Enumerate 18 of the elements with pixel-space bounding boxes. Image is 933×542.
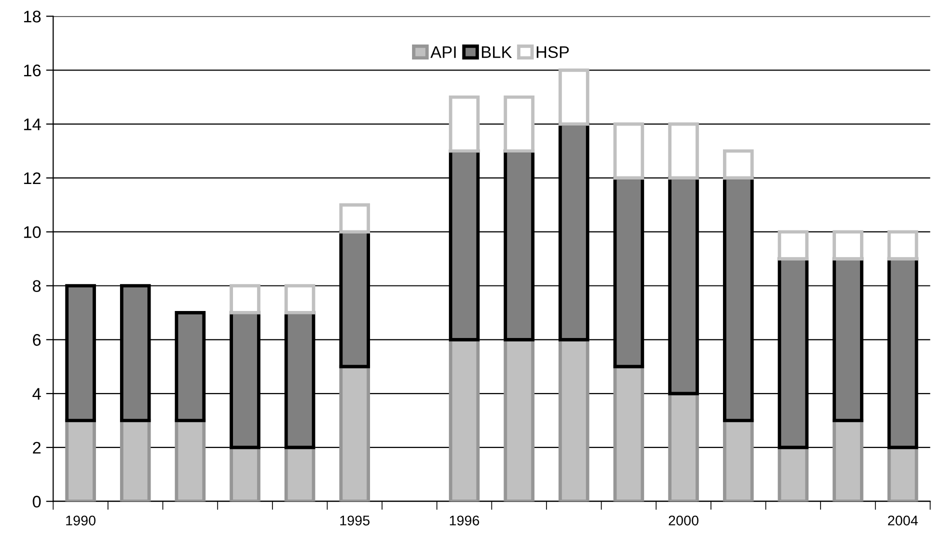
y-tick-label: 16 [24, 64, 41, 76]
legend-label: API [430, 46, 456, 58]
y-tick-label: 10 [24, 226, 41, 238]
y-tick-label: 2 [32, 442, 41, 454]
x-tick-label: 2004 [888, 516, 918, 526]
x-tick-label: 2000 [668, 516, 698, 526]
x-tick-label: 1995 [340, 516, 370, 526]
legend-label: HSP [536, 46, 569, 58]
y-tick-label: 4 [32, 388, 41, 400]
y-tick-label: 8 [32, 280, 41, 292]
x-tick-label: 1990 [66, 516, 96, 526]
y-tick-label: 6 [32, 334, 41, 346]
y-tick-label: 14 [24, 118, 41, 130]
y-tick-label: 0 [32, 496, 41, 508]
x-tick-label: 1996 [450, 516, 480, 526]
y-tick-label: 18 [24, 10, 41, 22]
legend-label: BLK [482, 46, 512, 58]
y-tick-label: 12 [24, 172, 41, 184]
